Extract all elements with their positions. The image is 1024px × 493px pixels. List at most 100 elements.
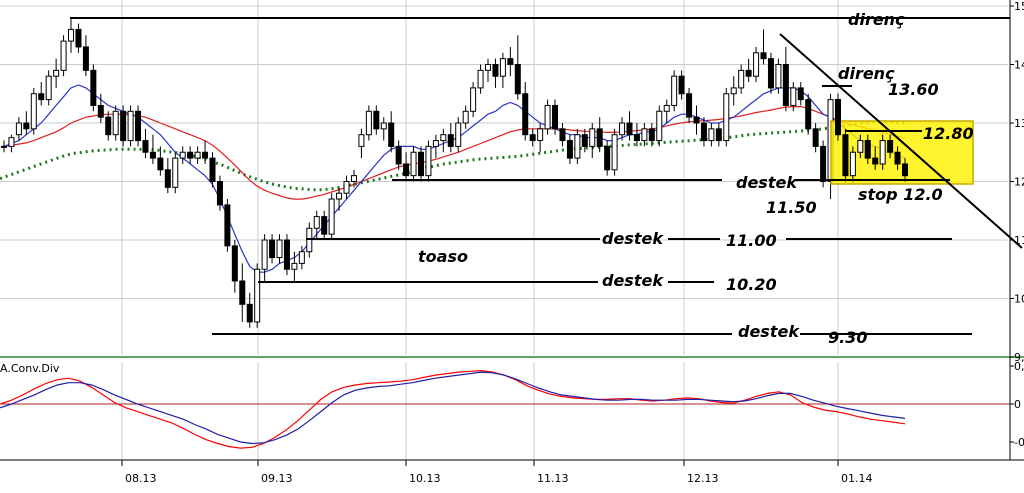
- signal-line: [0, 371, 906, 445]
- support-4-label: destek: [738, 322, 800, 341]
- candle-body: [902, 163, 908, 177]
- candle-body: [231, 245, 238, 282]
- candle-body: [127, 110, 134, 142]
- candle-body: [641, 128, 648, 142]
- box-upper-value: 12.80: [923, 124, 974, 143]
- indicator-panel: A.Conv.Div 0,5 0 -0,5: [0, 360, 1024, 449]
- candle-body: [745, 69, 752, 77]
- indicator-title: A.Conv.Div: [0, 362, 60, 375]
- candle-body: [581, 134, 588, 147]
- candle-body: [60, 40, 67, 71]
- candle-body: [68, 28, 75, 42]
- x-tick-label: 10.13: [409, 472, 441, 485]
- price-tick-label: 14,: [1014, 59, 1024, 72]
- x-tick-label: 12.13: [687, 472, 719, 485]
- price-tick-label: 10,: [1014, 293, 1024, 306]
- candle-body: [15, 122, 22, 136]
- candle-body: [715, 128, 722, 142]
- candle-body: [321, 216, 328, 235]
- moving-averages: [0, 84, 906, 273]
- candle-body: [53, 69, 60, 77]
- candle-body: [671, 75, 678, 106]
- candle-body: [440, 134, 447, 142]
- candle-body: [753, 52, 760, 77]
- candle-body: [872, 157, 879, 165]
- candle-body: [648, 128, 655, 142]
- candle-body: [432, 140, 439, 147]
- candle-body: [388, 122, 395, 147]
- macd-line: [0, 369, 906, 449]
- candle-body: [492, 64, 499, 77]
- price-tick-label: 9,: [1014, 351, 1024, 364]
- candle-body: [149, 151, 156, 159]
- candle-body: [455, 122, 462, 147]
- candle-body: [678, 75, 685, 95]
- candle-body: [767, 58, 774, 89]
- candle-body: [45, 75, 52, 101]
- candle-body: [596, 128, 603, 147]
- sma-slow-line: [3, 105, 906, 200]
- candle-body: [589, 128, 596, 147]
- candle-body: [410, 151, 417, 177]
- candle-body: [202, 151, 209, 159]
- candle-body: [350, 175, 357, 182]
- candle-body: [105, 116, 112, 136]
- candle-body: [187, 151, 194, 159]
- candle-body: [857, 140, 864, 153]
- ma-long-line: [0, 120, 906, 192]
- x-tick-label: 11.13: [537, 472, 569, 485]
- candle-body: [120, 110, 127, 142]
- candle-body: [790, 87, 797, 106]
- price-tick-label: 12,: [1014, 176, 1024, 189]
- candle-body: [313, 216, 320, 229]
- candle-body: [693, 116, 700, 124]
- indicator-tick-label: 0: [1014, 398, 1021, 411]
- candle-body: [358, 134, 365, 147]
- candle-body: [157, 157, 164, 171]
- support-4-value: 9.30: [828, 328, 867, 347]
- candle-body: [172, 157, 179, 188]
- candle-body: [470, 87, 477, 112]
- candle-body: [30, 93, 37, 130]
- candle-body: [514, 64, 521, 95]
- candle-body: [686, 93, 693, 118]
- candle-body: [700, 122, 707, 142]
- candle-body: [507, 58, 514, 66]
- candle-body: [179, 151, 186, 159]
- candle-body: [38, 93, 45, 101]
- candle-body: [552, 104, 559, 130]
- candle-body: [75, 28, 82, 48]
- candle-body: [373, 110, 380, 130]
- candle-body: [209, 157, 216, 183]
- candle-body: [522, 93, 529, 136]
- support-3-label: destek: [602, 271, 664, 290]
- candle-body: [499, 58, 506, 77]
- candle-body: [224, 204, 231, 247]
- candle-body: [261, 239, 268, 270]
- candle-body: [142, 140, 149, 153]
- x-tick-label: 01.14: [841, 472, 873, 485]
- resistance-mid-value: 13.60: [888, 80, 939, 99]
- level-lines: [70, 17, 1023, 335]
- candle-body: [879, 140, 886, 165]
- support-2-label: destek: [602, 229, 664, 248]
- candle-body: [216, 181, 223, 206]
- candle-body: [544, 104, 551, 130]
- sma-fast-line: [3, 84, 906, 273]
- candle-body: [254, 268, 261, 323]
- ticker-label: toaso: [418, 247, 468, 266]
- candle-body: [425, 145, 432, 177]
- candle-body: [611, 134, 618, 171]
- candle-body: [566, 140, 573, 159]
- support-1-value: 11.50: [766, 198, 817, 217]
- candle-body: [97, 104, 104, 118]
- candle-body: [82, 46, 89, 71]
- candle-body: [864, 140, 871, 159]
- candle-body: [447, 134, 454, 147]
- candle-body: [604, 145, 611, 171]
- candle-body: [633, 134, 640, 142]
- candle-body: [887, 140, 894, 153]
